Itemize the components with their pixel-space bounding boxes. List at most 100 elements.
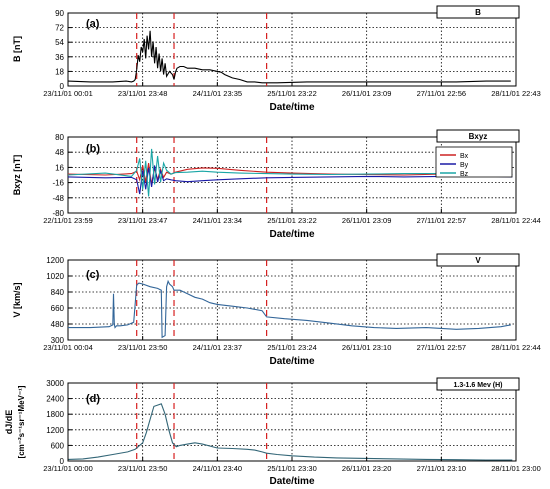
y-axis-label: dJ/dE xyxy=(4,410,14,435)
series-group xyxy=(68,30,511,84)
y-tick-label: 80 xyxy=(55,133,64,142)
x-tick-label: 26/11/01 23:09 xyxy=(342,216,392,225)
y-tick-label: -80 xyxy=(52,209,64,218)
x-tick-label: 25/11/01 23:22 xyxy=(267,89,317,98)
x-tick-label: 22/11/01 23:59 xyxy=(43,216,93,225)
legend-box xyxy=(436,253,520,267)
x-tick-label: 27/11/01 22:57 xyxy=(417,216,467,225)
x-tick-label: 24/11/01 23:34 xyxy=(193,216,243,225)
x-tick-label: 28/11/01 22:44 xyxy=(491,216,541,225)
x-tick-label: 27/11/01 23:10 xyxy=(417,464,467,473)
legend-box-label: Bxyz xyxy=(469,132,488,141)
legend-entry: Bx xyxy=(460,153,469,160)
x-axis-label: Date/time xyxy=(269,102,314,113)
x-tick-label: 26/11/01 23:10 xyxy=(342,343,392,352)
y-tick-label: 48 xyxy=(55,148,64,157)
y-axis-label-units: [cm⁻²s⁻¹sr⁻¹MeV⁻¹] xyxy=(17,385,26,458)
legend-box-label: V xyxy=(475,256,481,265)
panel-a: 0 18 36 54 72 90 23/11/01 00:01 23/11/01 23:48… xyxy=(12,5,541,113)
y-tick-label: -16 xyxy=(52,179,64,188)
y-tick-label: 660 xyxy=(51,304,65,313)
x-tick-label: 23/11/01 00:00 xyxy=(43,464,93,473)
legend-entry: By xyxy=(460,162,469,169)
x-tick-label: 23/11/01 00:04 xyxy=(43,343,93,352)
event-lines xyxy=(136,260,268,340)
y-tick-label: 840 xyxy=(51,288,65,297)
x-tick-label: 27/11/01 22:56 xyxy=(417,89,467,98)
x-ticks: 22/11/01 23:59 23/11/01 23:47 24/11/01 23:… xyxy=(43,209,541,225)
legend-box xyxy=(436,5,520,19)
y-axis-label: V [km/s] xyxy=(12,282,22,317)
panel-label: (a) xyxy=(86,18,100,30)
x-axis-label: Date/time xyxy=(269,356,314,367)
panel-label: (c) xyxy=(86,269,100,281)
panel-b: -80 -48 -16 16 48 80 22/11/01 23:59 23/11/01 2… xyxy=(12,129,541,240)
panel-label: (d) xyxy=(86,393,100,405)
y-tick-label: 54 xyxy=(55,38,64,47)
x-tick-label: 24/11/01 23:40 xyxy=(193,464,243,473)
x-tick-label: 25/11/01 23:30 xyxy=(267,464,317,473)
series-line xyxy=(68,403,513,461)
panel-label: (b) xyxy=(86,143,100,155)
y-axis-label: Bxyz [nT] xyxy=(12,155,22,196)
legend-box xyxy=(436,377,520,391)
series-line xyxy=(68,30,511,84)
x-tick-label: 23/11/01 23:50 xyxy=(118,343,168,352)
x-tick-label: 28/11/01 22:43 xyxy=(491,89,541,98)
y-tick-label: 0 xyxy=(60,457,65,466)
x-tick-label: 23/11/01 00:01 xyxy=(43,89,93,98)
y-tick-label: 0 xyxy=(60,82,65,91)
series-line xyxy=(68,279,511,339)
legend-box-label: B xyxy=(475,8,481,17)
y-tick-label: 72 xyxy=(55,24,64,33)
y-tick-label: 1200 xyxy=(46,256,64,265)
x-tick-label: 28/11/01 23:00 xyxy=(491,464,541,473)
y-tick-label: 300 xyxy=(51,336,65,345)
y-tick-label: 1020 xyxy=(46,272,64,281)
y-tick-label: 16 xyxy=(55,163,64,172)
x-tick-label: 27/11/01 22:57 xyxy=(417,343,467,352)
legend-frame xyxy=(435,146,513,178)
y-tick-label: 2400 xyxy=(46,395,64,404)
grid xyxy=(68,383,516,461)
series-group xyxy=(68,403,513,461)
y-tick-label: -48 xyxy=(52,194,64,203)
y-tick-label: 90 xyxy=(55,9,64,18)
series-line xyxy=(68,165,513,195)
y-tick-label: 480 xyxy=(51,320,65,329)
series-line xyxy=(68,148,513,197)
legend: Bx By Bz xyxy=(435,146,513,178)
y-ticks: 0 18 36 54 72 90 xyxy=(55,9,72,91)
x-tick-label: 23/11/01 23:48 xyxy=(118,89,168,98)
x-axis-label: Date/time xyxy=(269,476,314,487)
x-tick-label: 25/11/01 23:24 xyxy=(267,343,317,352)
legend-box-label: 1.3-1.6 Mev (H) xyxy=(453,382,502,389)
y-tick-label: 600 xyxy=(51,441,65,450)
y-ticks: 0 600 1200 1800 2400 3000 xyxy=(46,379,72,466)
x-ticks: 23/11/01 00:04 23/11/01 23:50 24/11/01 23:… xyxy=(43,336,541,352)
x-ticks: 23/11/01 00:00 23/11/01 23:50 24/11/01 23:… xyxy=(43,457,541,473)
y-axis-label: B [nT] xyxy=(12,36,22,62)
x-ticks: 23/11/01 00:01 23/11/01 23:48 24/11/01 23:… xyxy=(43,82,541,98)
legend-box xyxy=(436,129,520,143)
y-tick-label: 1800 xyxy=(46,410,64,419)
y-tick-label: 3000 xyxy=(46,379,64,388)
x-tick-label: 25/11/01 23:22 xyxy=(267,216,317,225)
x-tick-label: 23/11/01 23:50 xyxy=(118,464,168,473)
series-group xyxy=(68,279,511,339)
x-tick-label: 24/11/01 23:37 xyxy=(193,343,243,352)
y-tick-label: 18 xyxy=(55,67,64,76)
x-axis-label: Date/time xyxy=(269,229,314,240)
x-tick-label: 26/11/01 23:20 xyxy=(342,464,392,473)
x-tick-label: 24/11/01 23:35 xyxy=(193,89,243,98)
y-tick-label: 36 xyxy=(55,53,64,62)
y-ticks: 300 480 660 840 1020 1200 xyxy=(46,256,72,345)
x-tick-label: 26/11/01 23:09 xyxy=(342,89,392,98)
event-lines xyxy=(136,137,268,213)
event-lines xyxy=(136,13,268,86)
x-tick-label: 28/11/01 22:44 xyxy=(491,343,541,352)
series-group xyxy=(68,148,513,197)
